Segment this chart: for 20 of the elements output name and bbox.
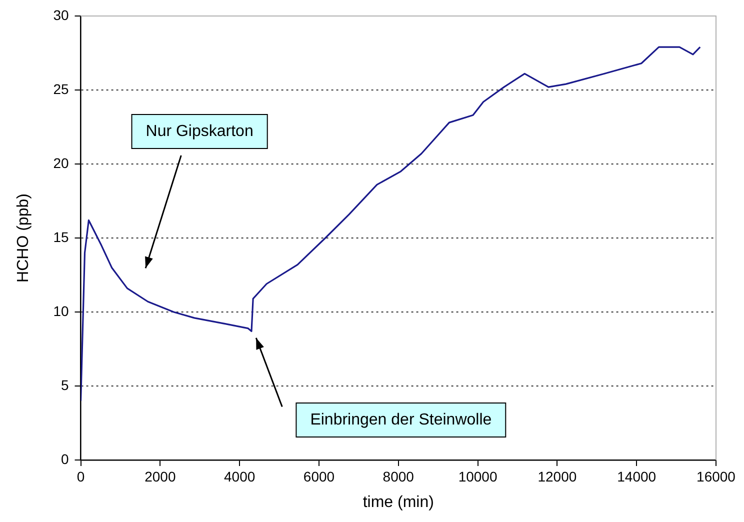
y-tick-label: 10 bbox=[53, 302, 69, 319]
x-tick-label: 6000 bbox=[303, 468, 335, 484]
x-tick-label: 2000 bbox=[144, 468, 176, 484]
x-tick-label: 16000 bbox=[696, 468, 736, 484]
y-tick-label: 0 bbox=[60, 450, 69, 467]
x-tick-label: 12000 bbox=[538, 468, 577, 484]
x-tick-label: 4000 bbox=[224, 468, 256, 484]
y-tick-label: 15 bbox=[53, 228, 69, 245]
y-tick-label: 20 bbox=[53, 154, 69, 171]
y-tick-label: 5 bbox=[60, 376, 69, 393]
x-tick-label: 10000 bbox=[458, 468, 498, 484]
x-tick-label: 0 bbox=[76, 468, 85, 484]
x-tick-label: 8000 bbox=[382, 468, 414, 484]
y-axis-title: HCHO (ppb) bbox=[15, 194, 32, 282]
annotation: Einbringen der Steinwolle bbox=[310, 411, 492, 428]
y-tick-label: 30 bbox=[53, 6, 69, 23]
x-axis-title: time (min) bbox=[362, 494, 434, 511]
x-tick-label: 14000 bbox=[617, 468, 656, 484]
y-tick-label: 25 bbox=[53, 80, 69, 97]
annotation: Nur Gipskarton bbox=[146, 122, 254, 140]
